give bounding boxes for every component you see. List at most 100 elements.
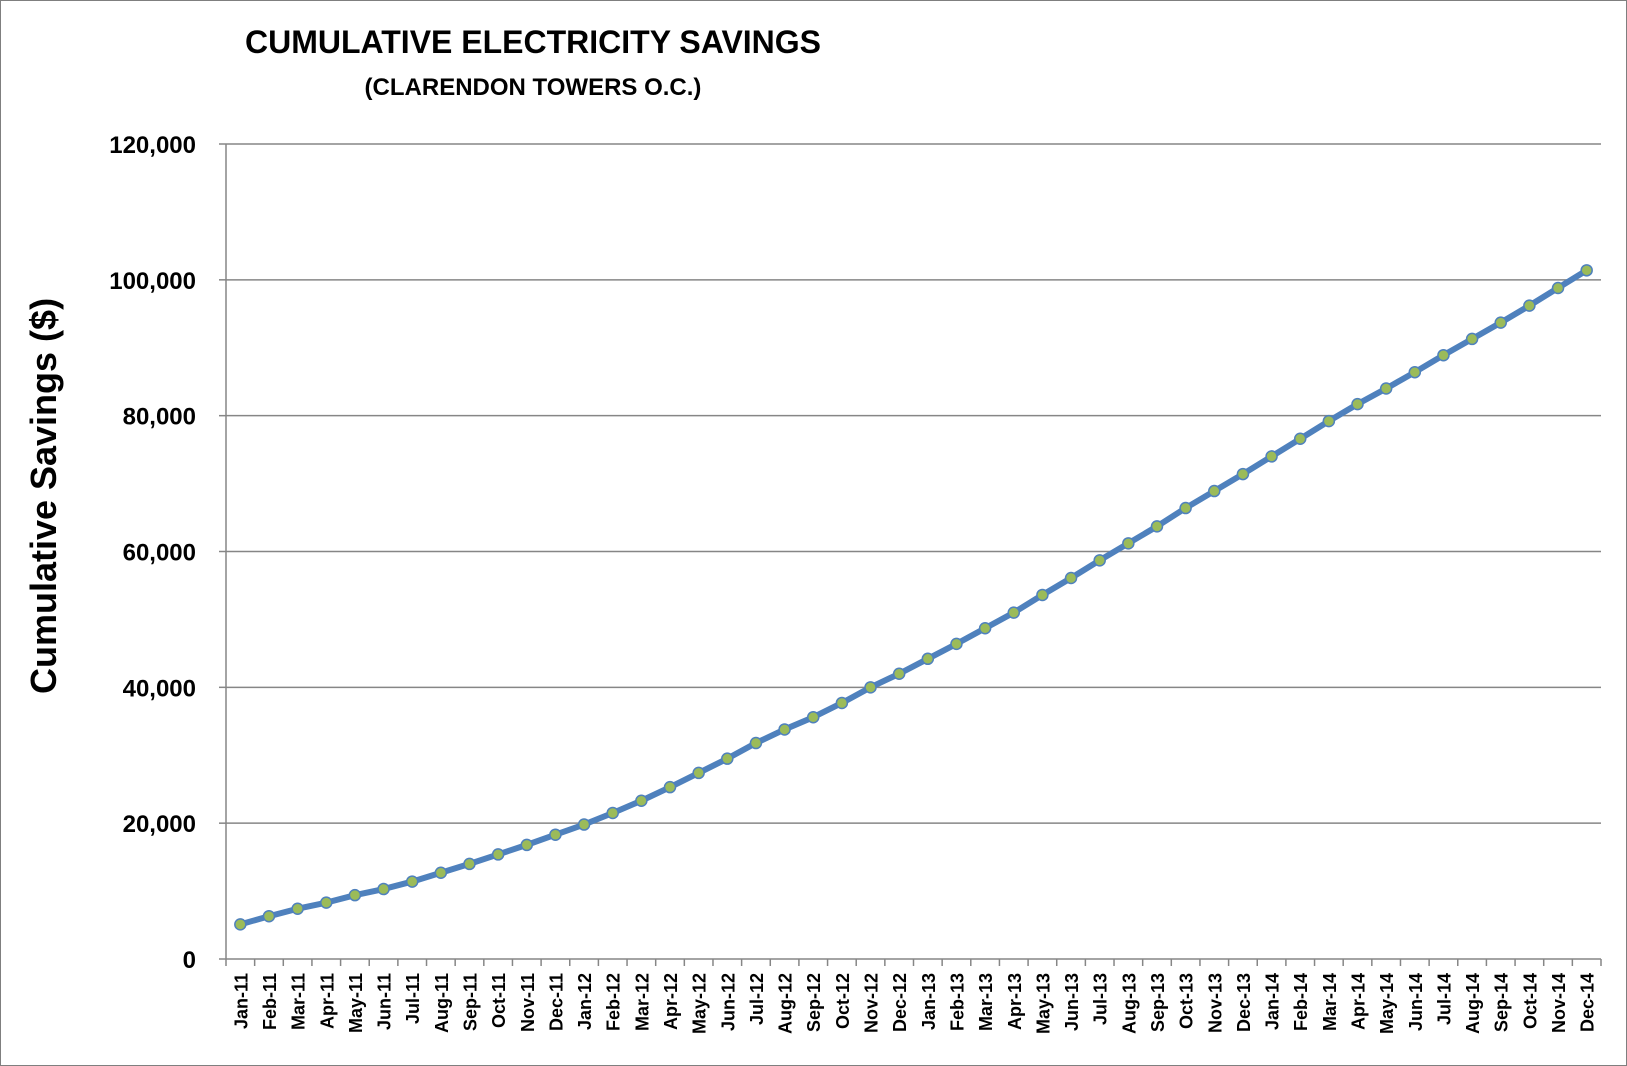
x-tick-label: Nov-12 <box>862 973 882 1033</box>
data-point <box>606 806 619 820</box>
x-tick-label: Oct-12 <box>833 973 853 1029</box>
data-point <box>1437 348 1450 362</box>
x-tick-label: Jan-14 <box>1263 973 1283 1030</box>
x-tick-label: Jun-11 <box>375 973 395 1030</box>
data-point <box>549 828 562 841</box>
data-point <box>1122 537 1135 550</box>
data-point <box>1265 450 1278 463</box>
x-tick-label: Sep-12 <box>804 973 824 1032</box>
y-axis-ticks: 0 20,000 40,000 60,000 80,000 100,000 120,000 <box>109 132 226 974</box>
x-tick-label: Aug-13 <box>1119 973 1139 1034</box>
x-tick-label: Oct-13 <box>1177 973 1197 1029</box>
data-point <box>749 736 763 750</box>
x-tick-label: Jul-11 <box>403 973 423 1024</box>
data-point <box>1208 484 1221 498</box>
x-tick-label: Jun-12 <box>718 973 738 1031</box>
x-tick-label: May-12 <box>690 973 710 1034</box>
data-point <box>1351 397 1364 411</box>
x-tick-label: Mar-13 <box>976 973 996 1031</box>
x-tick-label: Jun-13 <box>1062 973 1082 1031</box>
x-tick-label: Aug-12 <box>776 973 796 1034</box>
x-tick-label: Mar-12 <box>632 973 652 1031</box>
data-point <box>377 882 390 896</box>
data-point <box>778 723 791 736</box>
x-tick-label: Nov-14 <box>1549 973 1569 1033</box>
data-point <box>520 838 534 852</box>
gridlines <box>226 143 1601 824</box>
data-point <box>491 848 505 861</box>
x-tick-label: Jul-13 <box>1091 973 1111 1025</box>
data-point <box>1150 520 1164 533</box>
x-tick-label: Apr-11 <box>317 973 337 1029</box>
x-tick-label: May-13 <box>1033 973 1053 1034</box>
data-point <box>1007 606 1021 619</box>
x-tick-label: Dec-13 <box>1234 973 1254 1032</box>
data-point <box>663 780 677 794</box>
x-tick-label: Apr-13 <box>1005 973 1025 1030</box>
chart-subtitle: (CLARENDON TOWERS O.C.) <box>365 74 702 101</box>
x-axis-ticks: Jan-11 Feb-11 Mar-11 Apr-11 May-11 Jun-11 Jul-… <box>225 959 1602 1034</box>
y-tick-label: 20,000 <box>123 811 196 838</box>
data-point <box>1036 588 1049 602</box>
data-point <box>1408 365 1422 379</box>
x-tick-label: Sep-13 <box>1148 973 1168 1032</box>
x-tick-label: Nov-11 <box>518 973 538 1032</box>
x-tick-label: Jul-12 <box>747 973 767 1025</box>
x-tick-label: May-14 <box>1377 973 1397 1034</box>
x-tick-label: Oct-14 <box>1520 973 1540 1029</box>
data-point <box>892 667 906 680</box>
x-tick-label: Dec-14 <box>1578 973 1598 1032</box>
data-point <box>835 696 849 710</box>
data-point <box>1523 299 1536 312</box>
y-tick-label: 120,000 <box>109 132 196 159</box>
series-line <box>237 267 1590 928</box>
data-point <box>577 818 591 831</box>
x-tick-label: Jun-14 <box>1406 973 1426 1031</box>
chart-title: CUMULATIVE ELECTRICITY SAVINGS <box>245 24 821 60</box>
x-tick-label: Feb-12 <box>604 973 624 1031</box>
x-tick-label: Mar-11 <box>289 973 309 1030</box>
data-point <box>1494 316 1507 329</box>
y-axis-label: Cumulative Savings ($) <box>23 298 64 694</box>
x-tick-label: Nov-13 <box>1205 973 1225 1033</box>
y-tick-label: 0 <box>183 947 196 974</box>
series-savings <box>234 264 1593 931</box>
x-tick-label: Feb-13 <box>947 973 967 1031</box>
x-tick-label: May-11 <box>346 973 366 1033</box>
x-tick-label: Jan-11 <box>231 973 251 1029</box>
data-point <box>1580 264 1593 277</box>
data-point <box>463 857 476 871</box>
x-tick-label: Sep-11 <box>460 973 480 1031</box>
y-tick-label: 100,000 <box>109 268 196 295</box>
data-point <box>348 888 362 902</box>
x-tick-label: Sep-14 <box>1492 973 1512 1032</box>
data-point <box>1379 382 1393 395</box>
y-tick-label: 40,000 <box>123 675 196 702</box>
data-point <box>1322 414 1336 428</box>
x-tick-label: Mar-14 <box>1320 973 1340 1031</box>
data-point <box>950 637 963 651</box>
data-point <box>721 752 734 765</box>
x-tick-label: Aug-11 <box>432 973 452 1033</box>
x-tick-label: Jul-14 <box>1434 973 1454 1025</box>
data-point <box>1064 571 1078 585</box>
y-tick-label: 60,000 <box>123 540 196 567</box>
x-tick-label: Feb-11 <box>260 973 280 1030</box>
data-point <box>1236 467 1250 481</box>
data-point <box>921 652 935 666</box>
x-tick-label: Feb-14 <box>1291 973 1311 1031</box>
data-point <box>434 866 448 879</box>
x-tick-label: Oct-11 <box>489 973 509 1028</box>
data-point <box>320 896 333 909</box>
x-tick-label: Jan-12 <box>575 973 595 1030</box>
x-tick-label: Aug-14 <box>1463 973 1483 1034</box>
x-tick-label: Dec-11 <box>546 973 566 1031</box>
data-point <box>864 681 877 694</box>
data-point <box>978 621 992 635</box>
data-point <box>635 794 648 808</box>
data-point <box>262 909 276 923</box>
data-point <box>291 902 304 915</box>
data-point <box>234 918 247 931</box>
